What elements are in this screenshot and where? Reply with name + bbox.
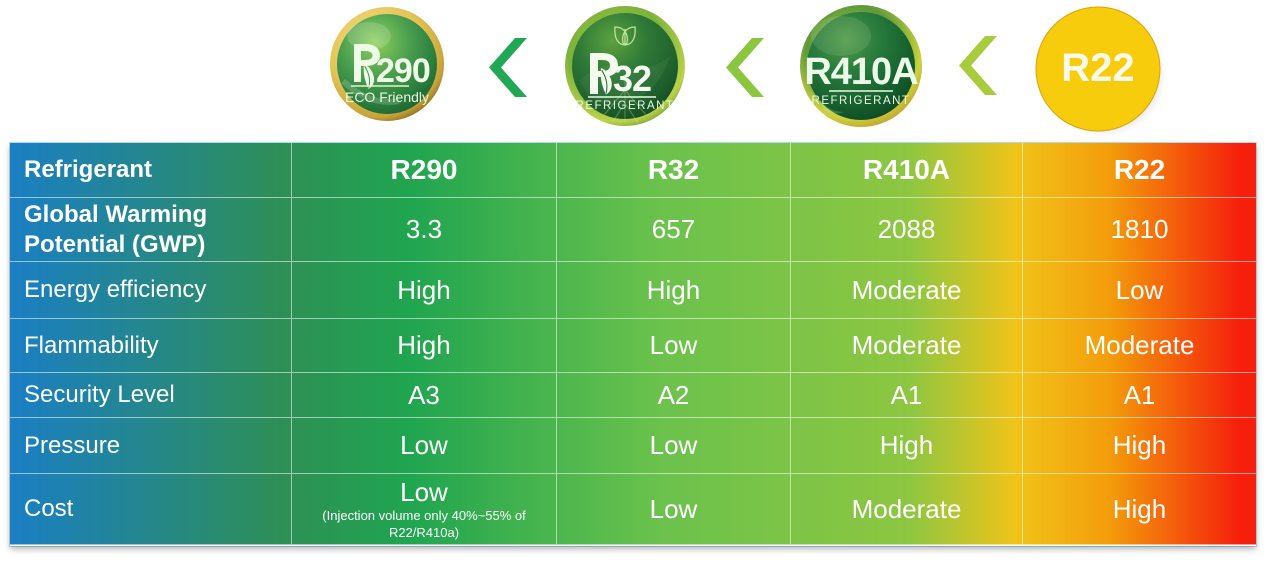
svg-text:R410A: R410A — [804, 51, 918, 93]
svg-text:REFRIGERANT: REFRIGERANT — [576, 100, 675, 112]
svg-text:R22: R22 — [1061, 46, 1134, 90]
svg-text:ECO Friendly: ECO Friendly — [345, 89, 429, 105]
svg-text:REFRIGERANT: REFRIGERANT — [812, 95, 911, 107]
svg-text:32: 32 — [613, 58, 651, 99]
svg-text:290: 290 — [376, 52, 430, 90]
